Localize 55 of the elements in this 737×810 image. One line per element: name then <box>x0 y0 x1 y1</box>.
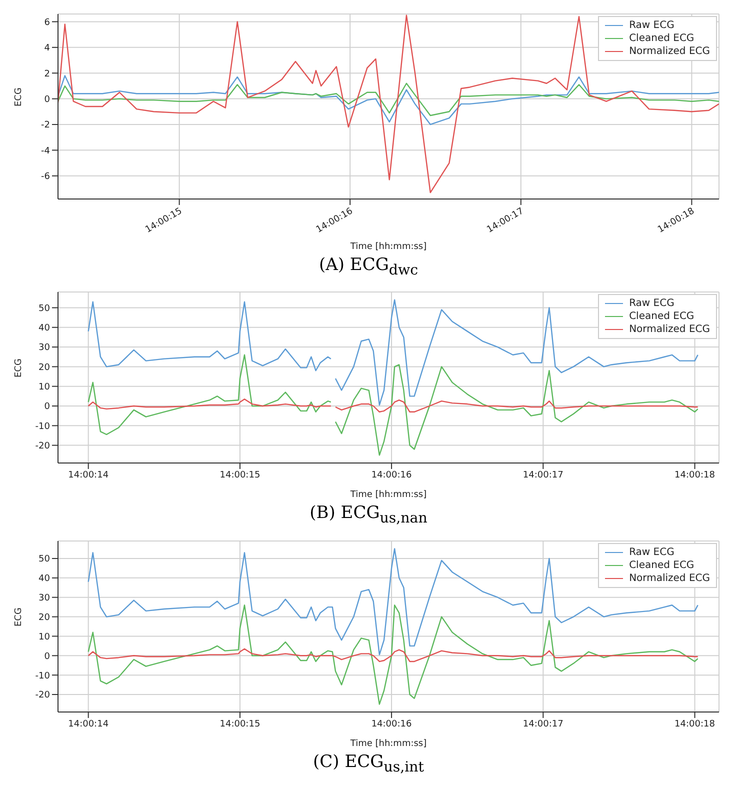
y-tick-label: 0 <box>44 652 50 662</box>
line-series <box>88 604 698 705</box>
y-tick-label: 20 <box>38 612 50 623</box>
y-tick-label: -6 <box>41 172 50 182</box>
y-tick-label: 4 <box>44 44 50 54</box>
y-tick-label: -2 <box>41 120 50 131</box>
x-tick-label: 14:00:18 <box>674 719 716 730</box>
legend-label: Raw ECG <box>629 297 674 310</box>
text: (C) ECG$_{us,int}$ <box>312 752 425 776</box>
legend-label: Normalized ECG <box>629 45 710 58</box>
y-tick-label: 40 <box>38 324 50 334</box>
line-series <box>58 75 719 126</box>
x-tick-label: 14:00:16 <box>371 470 412 481</box>
y-tick-label: 10 <box>38 632 50 642</box>
y-tick-label: 40 <box>38 574 50 584</box>
y-tick-label: 6 <box>44 18 50 28</box>
x-tick-label: 14:00:16 <box>371 719 412 730</box>
y-tick-label: -20 <box>35 442 50 452</box>
y-tick-label: 50 <box>38 554 50 564</box>
y-axis-title: ECG <box>14 88 24 106</box>
y-tick-label: -20 <box>35 690 50 700</box>
y-tick-label: 0 <box>44 402 50 413</box>
y-axis-title: ECG <box>14 607 24 626</box>
x-tick-label: 14:00:14 <box>68 470 109 481</box>
y-tick-label: -10 <box>35 671 50 682</box>
legend-label: Normalized ECG <box>629 323 710 336</box>
legend-label: Cleaned ECG <box>629 558 694 572</box>
legend-label: Raw ECG <box>629 19 674 32</box>
y-tick-label: 30 <box>38 344 50 354</box>
x-tick-label: 14:00:17 <box>522 719 564 730</box>
y-tick-label: 2 <box>44 69 50 80</box>
y-tick-label: 0 <box>44 94 50 105</box>
text: (A) ECG$_{dwc}$ <box>318 255 420 278</box>
y-tick-label: -10 <box>35 422 50 432</box>
x-tick-label: 14:00:18 <box>674 470 716 481</box>
line-series <box>58 82 719 116</box>
y-tick-label: 30 <box>38 593 50 604</box>
y-tick-label: 50 <box>38 304 50 314</box>
x-tick-label: 14:00:14 <box>68 719 109 730</box>
line-series <box>88 648 698 662</box>
x-tick-label: 14:00:15 <box>220 470 260 481</box>
y-tick-label: 10 <box>38 382 50 393</box>
x-axis-title: Time [hh:mm:ss] <box>349 242 427 252</box>
x-axis-title: Time [hh:mm:ss] <box>349 738 427 749</box>
legend-label: Cleaned ECG <box>629 310 694 324</box>
y-tick-label: -4 <box>41 146 50 156</box>
text: (B) ECG$_{us,nan}$ <box>308 503 428 527</box>
y-axis-title: ECG <box>14 358 24 378</box>
legend-label: Normalized ECG <box>629 572 710 585</box>
x-tick-label: 14:00:17 <box>522 470 564 481</box>
y-tick-label: 20 <box>38 363 50 374</box>
x-axis-title: Time [hh:mm:ss] <box>349 490 427 500</box>
x-tick-label: 14:00:15 <box>220 719 260 730</box>
legend-label: Cleaned ECG <box>629 32 694 45</box>
legend-label: Raw ECG <box>629 546 674 559</box>
